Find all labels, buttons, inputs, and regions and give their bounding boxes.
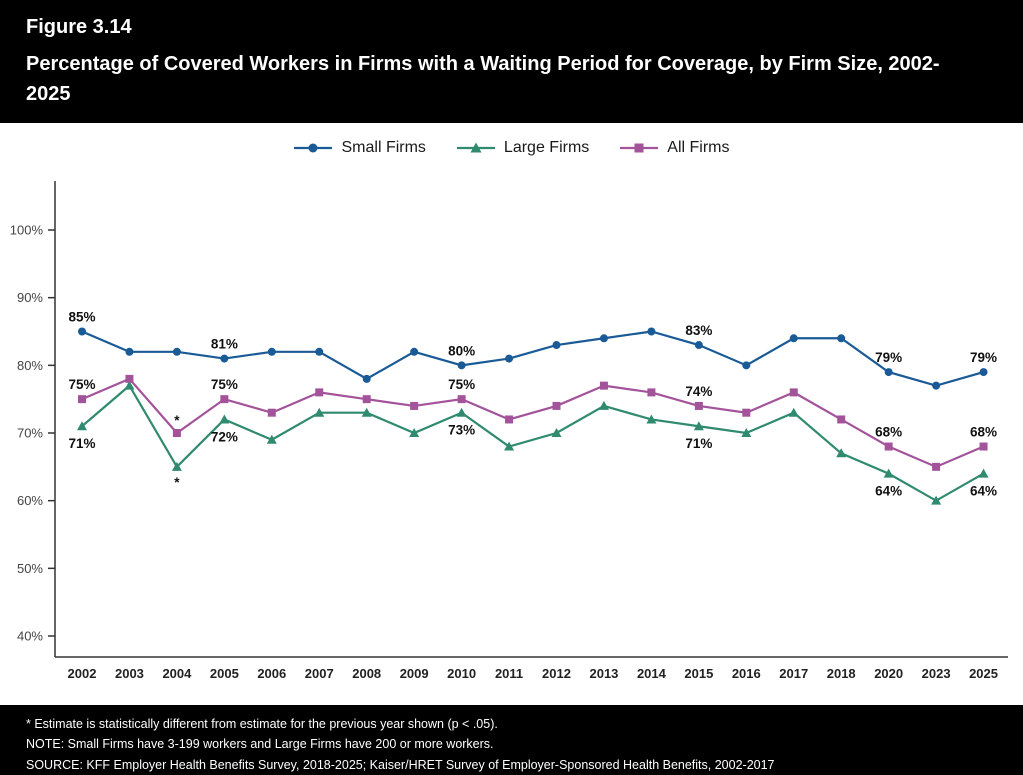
svg-text:75%: 75% [448, 377, 475, 392]
figure-title: Percentage of Covered Workers in Firms w… [26, 53, 940, 105]
svg-text:64%: 64% [875, 484, 902, 499]
series-small-firms [78, 327, 988, 390]
svg-text:81%: 81% [211, 337, 238, 352]
svg-text:70%: 70% [17, 426, 43, 441]
svg-text:75%: 75% [211, 377, 238, 392]
svg-text:2005: 2005 [210, 666, 239, 681]
svg-text:2011: 2011 [495, 666, 523, 681]
svg-text:40%: 40% [17, 629, 43, 644]
svg-text:80%: 80% [448, 343, 475, 358]
footnote-significance: * Estimate is statistically different fr… [26, 717, 498, 731]
svg-text:2020: 2020 [874, 666, 903, 681]
svg-text:*: * [174, 413, 180, 428]
svg-text:68%: 68% [970, 425, 997, 440]
legend-item-all-firms: All Firms [619, 139, 730, 157]
svg-text:2010: 2010 [447, 666, 476, 681]
svg-text:60%: 60% [17, 493, 43, 508]
svg-text:2013: 2013 [589, 666, 618, 681]
legend-label: All Firms [667, 139, 730, 156]
legend-label: Large Firms [503, 139, 590, 156]
svg-text:68%: 68% [875, 425, 902, 440]
svg-text:2014: 2014 [637, 666, 667, 681]
large-firms-triangle-marker-icon [456, 142, 495, 153]
svg-text:79%: 79% [875, 350, 902, 365]
svg-text:64%: 64% [970, 484, 997, 499]
svg-text:71%: 71% [685, 436, 712, 451]
svg-text:2002: 2002 [68, 666, 97, 681]
chart-legend: Small Firms Large Firms All Firms [0, 135, 1023, 161]
small-firms-circle-marker-icon [294, 143, 333, 153]
svg-text:2016: 2016 [732, 666, 761, 681]
figure-label: Figure 3.14 [26, 16, 132, 38]
x-axis: 2002 2003 2004 2005 2006 2007 2008 2009 2010 2011… [55, 656, 1008, 681]
svg-text:2006: 2006 [257, 666, 286, 681]
footnote-note: NOTE: Small Firms have 3-199 workers and… [26, 737, 494, 752]
svg-text:73%: 73% [448, 423, 475, 438]
svg-text:79%: 79% [970, 350, 997, 365]
series-all-firms [78, 374, 988, 471]
data-labels: 85% 75% 71% * * 81% 75% 72% 80% 75% 73% 83% 74% 71% 79… [68, 310, 997, 499]
svg-text:2009: 2009 [400, 666, 429, 681]
svg-text:100%: 100% [10, 223, 44, 238]
y-axis: 40% 50% 60% 70% 80% 90% 100% [10, 181, 56, 657]
svg-text:74%: 74% [685, 384, 712, 399]
svg-text:83%: 83% [685, 323, 712, 338]
footnote-source: SOURCE: KFF Employer Health Benefits Sur… [26, 757, 775, 772]
svg-text:72%: 72% [211, 429, 238, 444]
svg-text:2015: 2015 [684, 666, 713, 681]
svg-text:2003: 2003 [115, 666, 144, 681]
all-firms-square-marker-icon [620, 143, 659, 153]
figure-header: Figure 3.14 Percentage of Covered Worker… [0, 0, 1023, 109]
figure-footnotes: * Estimate is statistically different fr… [0, 705, 1023, 775]
svg-text:2007: 2007 [305, 666, 334, 681]
svg-text:2012: 2012 [542, 666, 571, 681]
svg-text:2017: 2017 [779, 666, 808, 681]
svg-text:80%: 80% [17, 358, 43, 373]
svg-text:90%: 90% [17, 290, 43, 305]
svg-text:85%: 85% [68, 310, 95, 325]
svg-text:2004: 2004 [162, 666, 192, 681]
svg-text:2008: 2008 [352, 666, 381, 681]
svg-text:75%: 75% [68, 377, 95, 392]
legend-item-small-firms: Small Firms [293, 139, 426, 157]
svg-text:50%: 50% [17, 561, 43, 576]
svg-text:2025: 2025 [969, 666, 998, 681]
chart-panel: Small Firms Large Firms All Firms 40% 50% 60… [0, 123, 1023, 705]
series-large-firms [77, 380, 989, 505]
svg-text:*: * [174, 475, 180, 490]
legend-label: Small Firms [341, 139, 426, 156]
svg-text:71%: 71% [68, 436, 95, 451]
line-chart: 40%50%60%70%80%90%100%2002 2003 2004 2005 20… [10, 181, 1008, 681]
legend-item-large-firms: Large Firms [456, 139, 589, 157]
svg-text:2023: 2023 [922, 666, 951, 681]
svg-text:2018: 2018 [827, 666, 856, 681]
